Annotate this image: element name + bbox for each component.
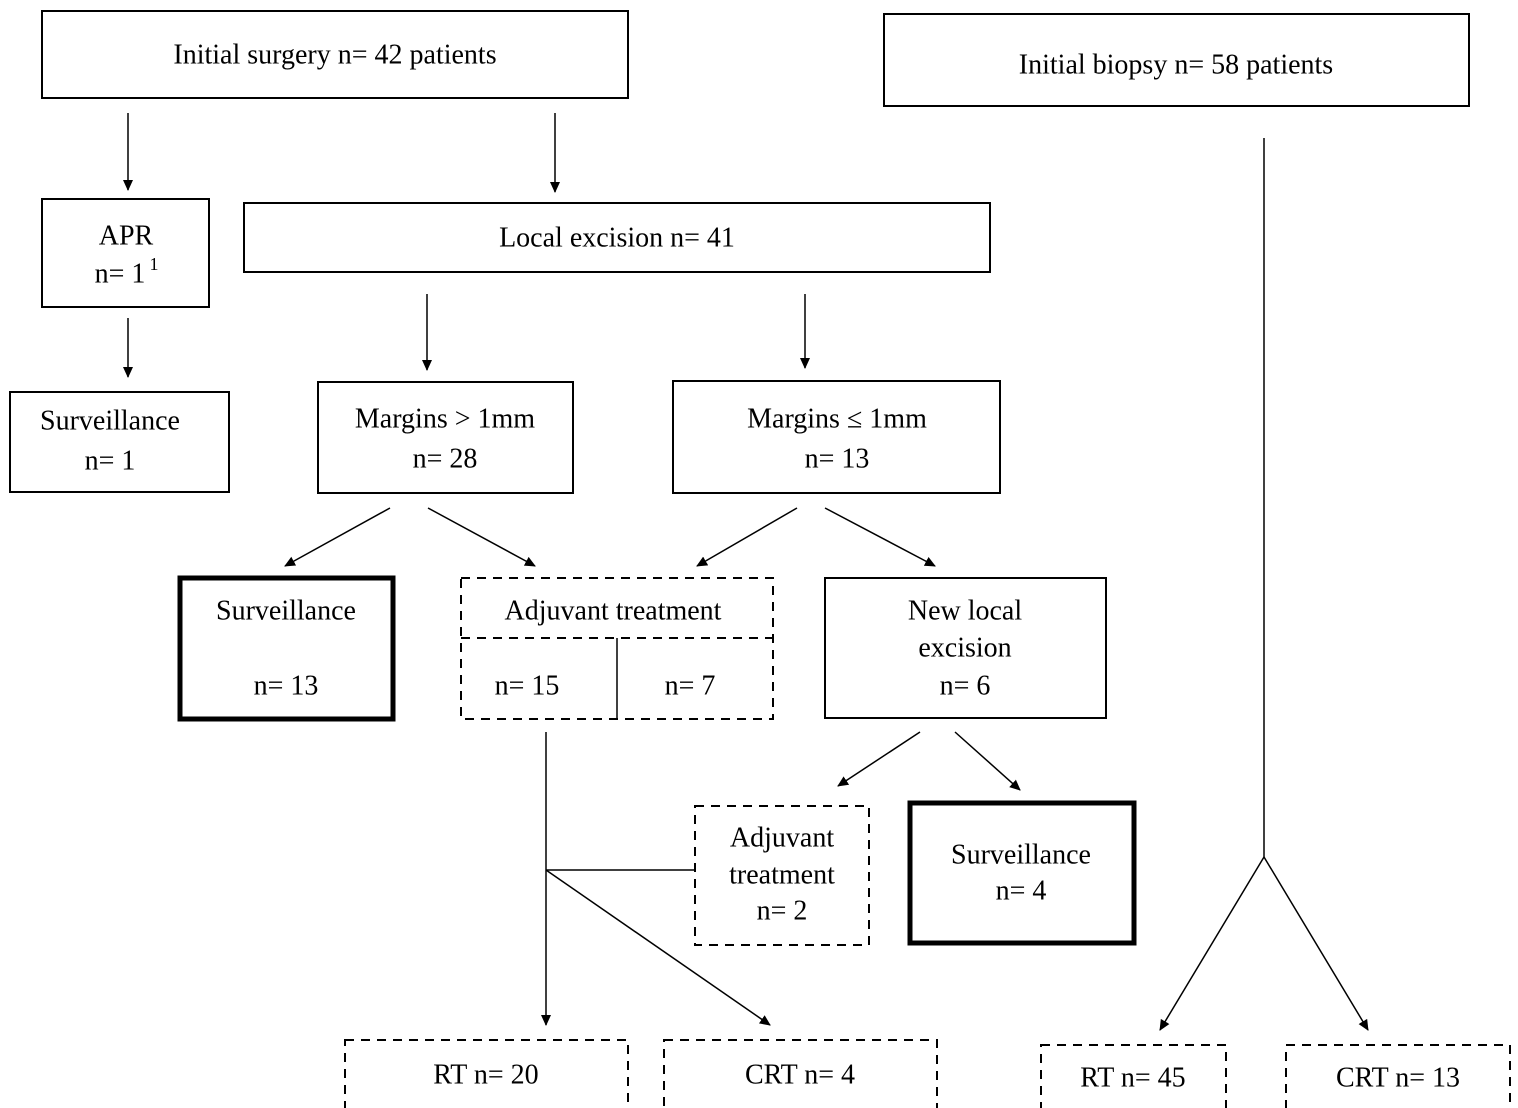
node-label: n= 15 [495,670,560,701]
node-label: Margins > 1mm [355,403,535,434]
node-label: n= 6 [940,670,991,701]
node-label: n= 1 [85,445,136,476]
node-label: New local [908,595,1023,626]
node-label: n= 28 [413,443,478,474]
node-label: Surveillance [40,405,180,436]
node-label: RT n= 45 [1080,1062,1185,1093]
node-label: n= 1 [95,258,146,289]
node-label: Initial biopsy n= 58 patients [1019,49,1333,80]
footnote-mark: 1 [150,254,159,274]
node-label: treatment [729,859,835,890]
node-label: n= 7 [665,670,716,701]
node-label: n= 13 [254,670,319,701]
node-label: Margins ≤ 1mm [747,403,927,434]
node-label: APR [99,220,154,251]
node-label: RT n= 20 [433,1059,538,1090]
labels: Initial surgery n= 42 patients Initial b… [40,39,1460,1093]
node-label: CRT n= 13 [1336,1062,1460,1093]
connectors [123,113,1369,1031]
node-label: Surveillance [216,595,356,626]
node-label: Adjuvant treatment [505,595,722,626]
node-label: n= 13 [805,443,870,474]
node-label: n= 2 [757,895,808,926]
node-label: CRT n= 4 [745,1059,855,1090]
node-label: n= 4 [996,875,1047,906]
node-label: Initial surgery n= 42 patients [173,39,496,70]
node-label: Surveillance [951,839,1091,870]
node-label: Adjuvant [730,822,834,853]
boxes [9,10,1511,1108]
node-label: Local excision n= 41 [499,222,735,253]
node-label: excision [918,632,1011,663]
